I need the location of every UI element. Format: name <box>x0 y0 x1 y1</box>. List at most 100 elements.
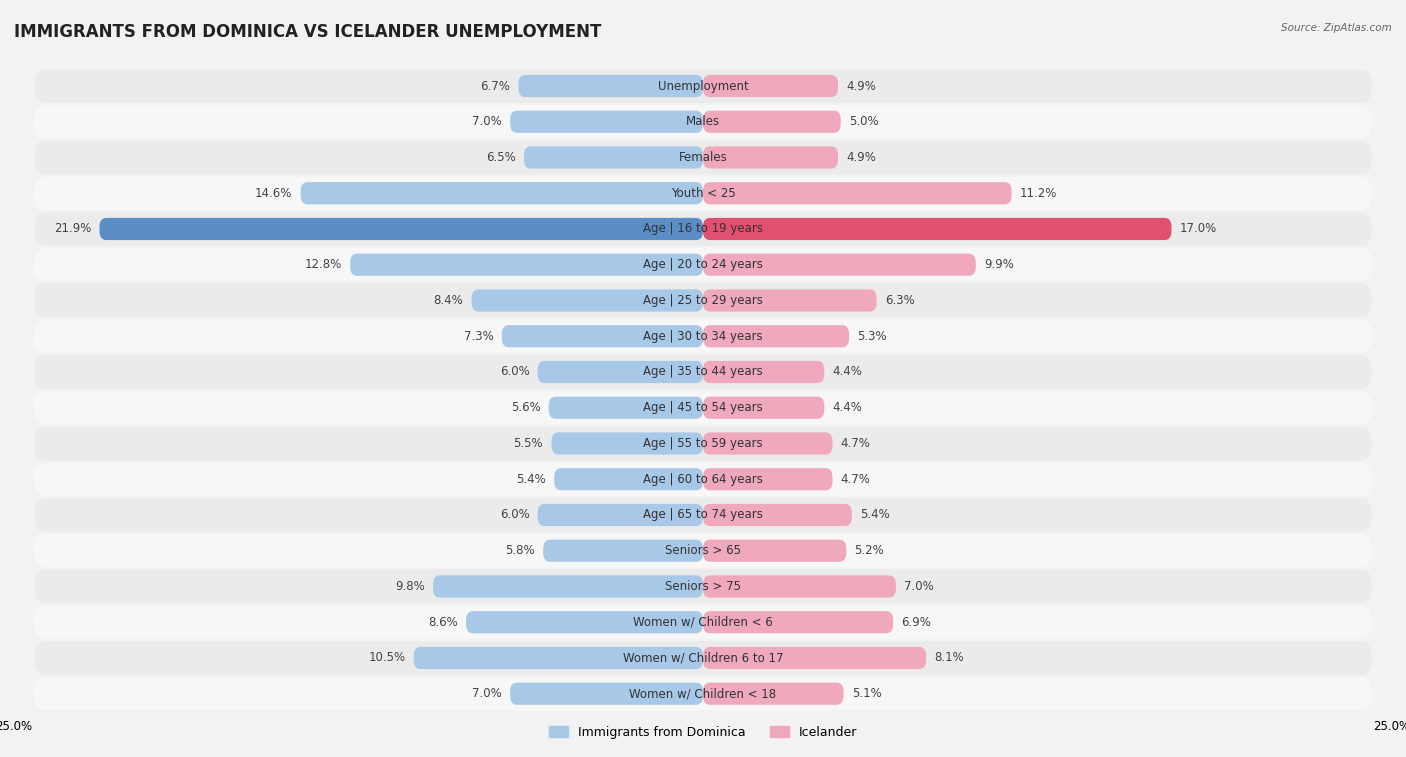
Text: 6.9%: 6.9% <box>901 615 931 629</box>
FancyBboxPatch shape <box>433 575 703 597</box>
Text: Females: Females <box>679 151 727 164</box>
Text: 6.3%: 6.3% <box>884 294 915 307</box>
FancyBboxPatch shape <box>413 647 703 669</box>
Text: Age | 45 to 54 years: Age | 45 to 54 years <box>643 401 763 414</box>
Text: 6.0%: 6.0% <box>499 366 530 378</box>
FancyBboxPatch shape <box>703 182 1012 204</box>
Text: 7.0%: 7.0% <box>472 115 502 128</box>
FancyBboxPatch shape <box>35 212 1371 246</box>
Text: Seniors > 65: Seniors > 65 <box>665 544 741 557</box>
FancyBboxPatch shape <box>35 248 1371 282</box>
Text: Source: ZipAtlas.com: Source: ZipAtlas.com <box>1281 23 1392 33</box>
FancyBboxPatch shape <box>502 326 703 347</box>
Text: 6.0%: 6.0% <box>499 509 530 522</box>
FancyBboxPatch shape <box>537 361 703 383</box>
FancyBboxPatch shape <box>703 397 824 419</box>
FancyBboxPatch shape <box>35 534 1371 568</box>
FancyBboxPatch shape <box>100 218 703 240</box>
FancyBboxPatch shape <box>703 111 841 132</box>
Text: 7.0%: 7.0% <box>904 580 934 593</box>
FancyBboxPatch shape <box>703 146 838 169</box>
Text: 5.6%: 5.6% <box>510 401 540 414</box>
Legend: Immigrants from Dominica, Icelander: Immigrants from Dominica, Icelander <box>544 721 862 744</box>
Text: Age | 20 to 24 years: Age | 20 to 24 years <box>643 258 763 271</box>
Text: 9.9%: 9.9% <box>984 258 1014 271</box>
Text: 4.9%: 4.9% <box>846 151 876 164</box>
FancyBboxPatch shape <box>35 606 1371 639</box>
Text: 5.5%: 5.5% <box>513 437 543 450</box>
FancyBboxPatch shape <box>465 611 703 634</box>
FancyBboxPatch shape <box>554 468 703 491</box>
Text: 6.5%: 6.5% <box>486 151 516 164</box>
Text: Unemployment: Unemployment <box>658 79 748 92</box>
Text: 5.4%: 5.4% <box>860 509 890 522</box>
FancyBboxPatch shape <box>35 355 1371 389</box>
Text: 10.5%: 10.5% <box>368 652 405 665</box>
FancyBboxPatch shape <box>35 391 1371 425</box>
FancyBboxPatch shape <box>551 432 703 454</box>
Text: 12.8%: 12.8% <box>305 258 342 271</box>
Text: 4.7%: 4.7% <box>841 472 870 486</box>
Text: 8.4%: 8.4% <box>433 294 463 307</box>
FancyBboxPatch shape <box>35 570 1371 603</box>
FancyBboxPatch shape <box>35 284 1371 317</box>
FancyBboxPatch shape <box>548 397 703 419</box>
FancyBboxPatch shape <box>703 289 876 312</box>
Text: 4.4%: 4.4% <box>832 401 862 414</box>
Text: IMMIGRANTS FROM DOMINICA VS ICELANDER UNEMPLOYMENT: IMMIGRANTS FROM DOMINICA VS ICELANDER UN… <box>14 23 602 41</box>
Text: 6.7%: 6.7% <box>481 79 510 92</box>
FancyBboxPatch shape <box>703 361 824 383</box>
FancyBboxPatch shape <box>35 641 1371 674</box>
FancyBboxPatch shape <box>703 326 849 347</box>
FancyBboxPatch shape <box>537 504 703 526</box>
Text: 8.1%: 8.1% <box>935 652 965 665</box>
Text: 21.9%: 21.9% <box>53 223 91 235</box>
Text: Seniors > 75: Seniors > 75 <box>665 580 741 593</box>
FancyBboxPatch shape <box>35 105 1371 139</box>
Text: Age | 25 to 29 years: Age | 25 to 29 years <box>643 294 763 307</box>
FancyBboxPatch shape <box>35 176 1371 210</box>
Text: 5.3%: 5.3% <box>858 330 887 343</box>
Text: Age | 16 to 19 years: Age | 16 to 19 years <box>643 223 763 235</box>
FancyBboxPatch shape <box>524 146 703 169</box>
Text: 7.0%: 7.0% <box>472 687 502 700</box>
FancyBboxPatch shape <box>703 647 927 669</box>
Text: 5.2%: 5.2% <box>855 544 884 557</box>
Text: Age | 60 to 64 years: Age | 60 to 64 years <box>643 472 763 486</box>
Text: Women w/ Children < 6: Women w/ Children < 6 <box>633 615 773 629</box>
Text: 7.3%: 7.3% <box>464 330 494 343</box>
Text: 11.2%: 11.2% <box>1019 187 1057 200</box>
Text: Youth < 25: Youth < 25 <box>671 187 735 200</box>
FancyBboxPatch shape <box>703 75 838 97</box>
Text: 14.6%: 14.6% <box>254 187 292 200</box>
Text: 9.8%: 9.8% <box>395 580 425 593</box>
Text: Women w/ Children 6 to 17: Women w/ Children 6 to 17 <box>623 652 783 665</box>
Text: 5.0%: 5.0% <box>849 115 879 128</box>
FancyBboxPatch shape <box>301 182 703 204</box>
FancyBboxPatch shape <box>35 498 1371 531</box>
Text: 4.9%: 4.9% <box>846 79 876 92</box>
Text: 5.4%: 5.4% <box>516 472 546 486</box>
FancyBboxPatch shape <box>510 111 703 132</box>
FancyBboxPatch shape <box>703 611 893 634</box>
Text: 8.6%: 8.6% <box>427 615 458 629</box>
FancyBboxPatch shape <box>510 683 703 705</box>
FancyBboxPatch shape <box>703 432 832 454</box>
FancyBboxPatch shape <box>519 75 703 97</box>
FancyBboxPatch shape <box>703 504 852 526</box>
FancyBboxPatch shape <box>471 289 703 312</box>
FancyBboxPatch shape <box>703 468 832 491</box>
FancyBboxPatch shape <box>703 218 1171 240</box>
FancyBboxPatch shape <box>35 319 1371 353</box>
FancyBboxPatch shape <box>703 575 896 597</box>
FancyBboxPatch shape <box>35 427 1371 460</box>
Text: 17.0%: 17.0% <box>1180 223 1218 235</box>
Text: 5.8%: 5.8% <box>505 544 534 557</box>
FancyBboxPatch shape <box>35 69 1371 103</box>
FancyBboxPatch shape <box>703 540 846 562</box>
FancyBboxPatch shape <box>543 540 703 562</box>
Text: Women w/ Children < 18: Women w/ Children < 18 <box>630 687 776 700</box>
FancyBboxPatch shape <box>35 677 1371 711</box>
Text: 4.7%: 4.7% <box>841 437 870 450</box>
FancyBboxPatch shape <box>703 254 976 276</box>
